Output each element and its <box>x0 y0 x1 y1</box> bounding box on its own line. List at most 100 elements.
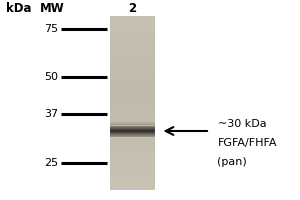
Bar <box>110 155 154 157</box>
Bar <box>110 146 154 149</box>
Bar <box>110 127 154 128</box>
Bar <box>110 168 154 170</box>
Bar <box>110 66 154 68</box>
Bar <box>110 94 154 96</box>
Bar <box>110 53 154 55</box>
Bar <box>110 122 154 125</box>
Bar <box>110 183 154 186</box>
Text: 25: 25 <box>44 158 58 168</box>
Text: 37: 37 <box>44 109 58 119</box>
Bar <box>110 129 154 130</box>
Bar <box>110 51 154 53</box>
Text: 75: 75 <box>44 24 58 34</box>
Bar <box>110 162 154 164</box>
Bar <box>110 186 154 188</box>
Bar <box>110 149 154 151</box>
Bar <box>110 42 154 44</box>
Bar <box>110 96 154 99</box>
Bar <box>110 70 154 73</box>
Bar <box>110 136 154 137</box>
Bar <box>110 123 154 125</box>
Bar <box>110 181 154 183</box>
Bar <box>110 135 154 136</box>
Bar <box>110 123 154 125</box>
Bar <box>110 79 154 81</box>
Bar <box>110 121 154 125</box>
Bar <box>110 112 154 114</box>
Bar <box>110 68 154 70</box>
Bar <box>110 105 154 107</box>
Bar <box>110 36 154 38</box>
Bar <box>110 77 154 79</box>
Bar <box>110 18 154 20</box>
Bar <box>110 121 154 125</box>
Bar <box>110 123 154 125</box>
Bar <box>110 132 154 133</box>
Bar <box>110 142 154 144</box>
Bar <box>110 121 154 125</box>
Text: MW: MW <box>40 2 65 16</box>
Bar <box>110 20 154 23</box>
Bar <box>110 31 154 33</box>
Bar <box>110 99 154 101</box>
Text: 2: 2 <box>128 2 136 16</box>
Bar <box>110 118 154 120</box>
Bar <box>110 114 154 116</box>
Bar <box>110 60 154 62</box>
Bar <box>110 38 154 40</box>
Bar <box>110 188 154 190</box>
Bar <box>110 170 154 173</box>
Bar <box>110 44 154 46</box>
Bar <box>110 177 154 179</box>
Bar <box>110 153 154 155</box>
Bar <box>110 144 154 146</box>
Bar <box>110 164 154 166</box>
Bar <box>110 151 154 153</box>
Bar <box>110 157 154 160</box>
Bar <box>110 40 154 42</box>
Bar <box>110 33 154 36</box>
Bar <box>110 133 154 134</box>
Text: ~30 kDa: ~30 kDa <box>218 119 266 129</box>
Bar <box>110 131 154 133</box>
Bar <box>110 86 154 88</box>
Bar <box>110 127 154 129</box>
Bar <box>110 81 154 83</box>
Bar <box>110 25 154 27</box>
Bar <box>110 130 154 131</box>
Bar <box>110 122 154 125</box>
Bar <box>110 27 154 29</box>
Bar <box>110 64 154 66</box>
Bar <box>110 110 154 112</box>
Bar <box>110 73 154 75</box>
Bar <box>110 120 154 123</box>
Bar <box>110 124 154 125</box>
Bar <box>110 55 154 57</box>
Bar <box>110 88 154 90</box>
Bar <box>110 140 154 142</box>
Bar <box>110 57 154 60</box>
Bar <box>110 133 154 136</box>
Bar <box>110 122 154 125</box>
Bar <box>110 126 154 127</box>
Bar <box>110 134 154 135</box>
Bar <box>110 49 154 51</box>
Bar <box>110 125 154 126</box>
Bar <box>110 103 154 105</box>
Bar <box>110 90 154 92</box>
Bar <box>110 92 154 94</box>
Bar <box>110 124 154 125</box>
Bar <box>110 107 154 110</box>
Bar <box>110 125 154 127</box>
Bar <box>110 136 154 138</box>
Bar <box>110 16 154 18</box>
Bar <box>110 131 154 132</box>
Bar <box>110 83 154 86</box>
Bar <box>110 116 154 118</box>
Bar <box>110 101 154 103</box>
Text: FGFA/FHFA: FGFA/FHFA <box>218 138 277 148</box>
Bar <box>110 166 154 168</box>
Bar <box>110 128 154 129</box>
Bar <box>110 124 154 125</box>
Bar <box>110 173 154 175</box>
